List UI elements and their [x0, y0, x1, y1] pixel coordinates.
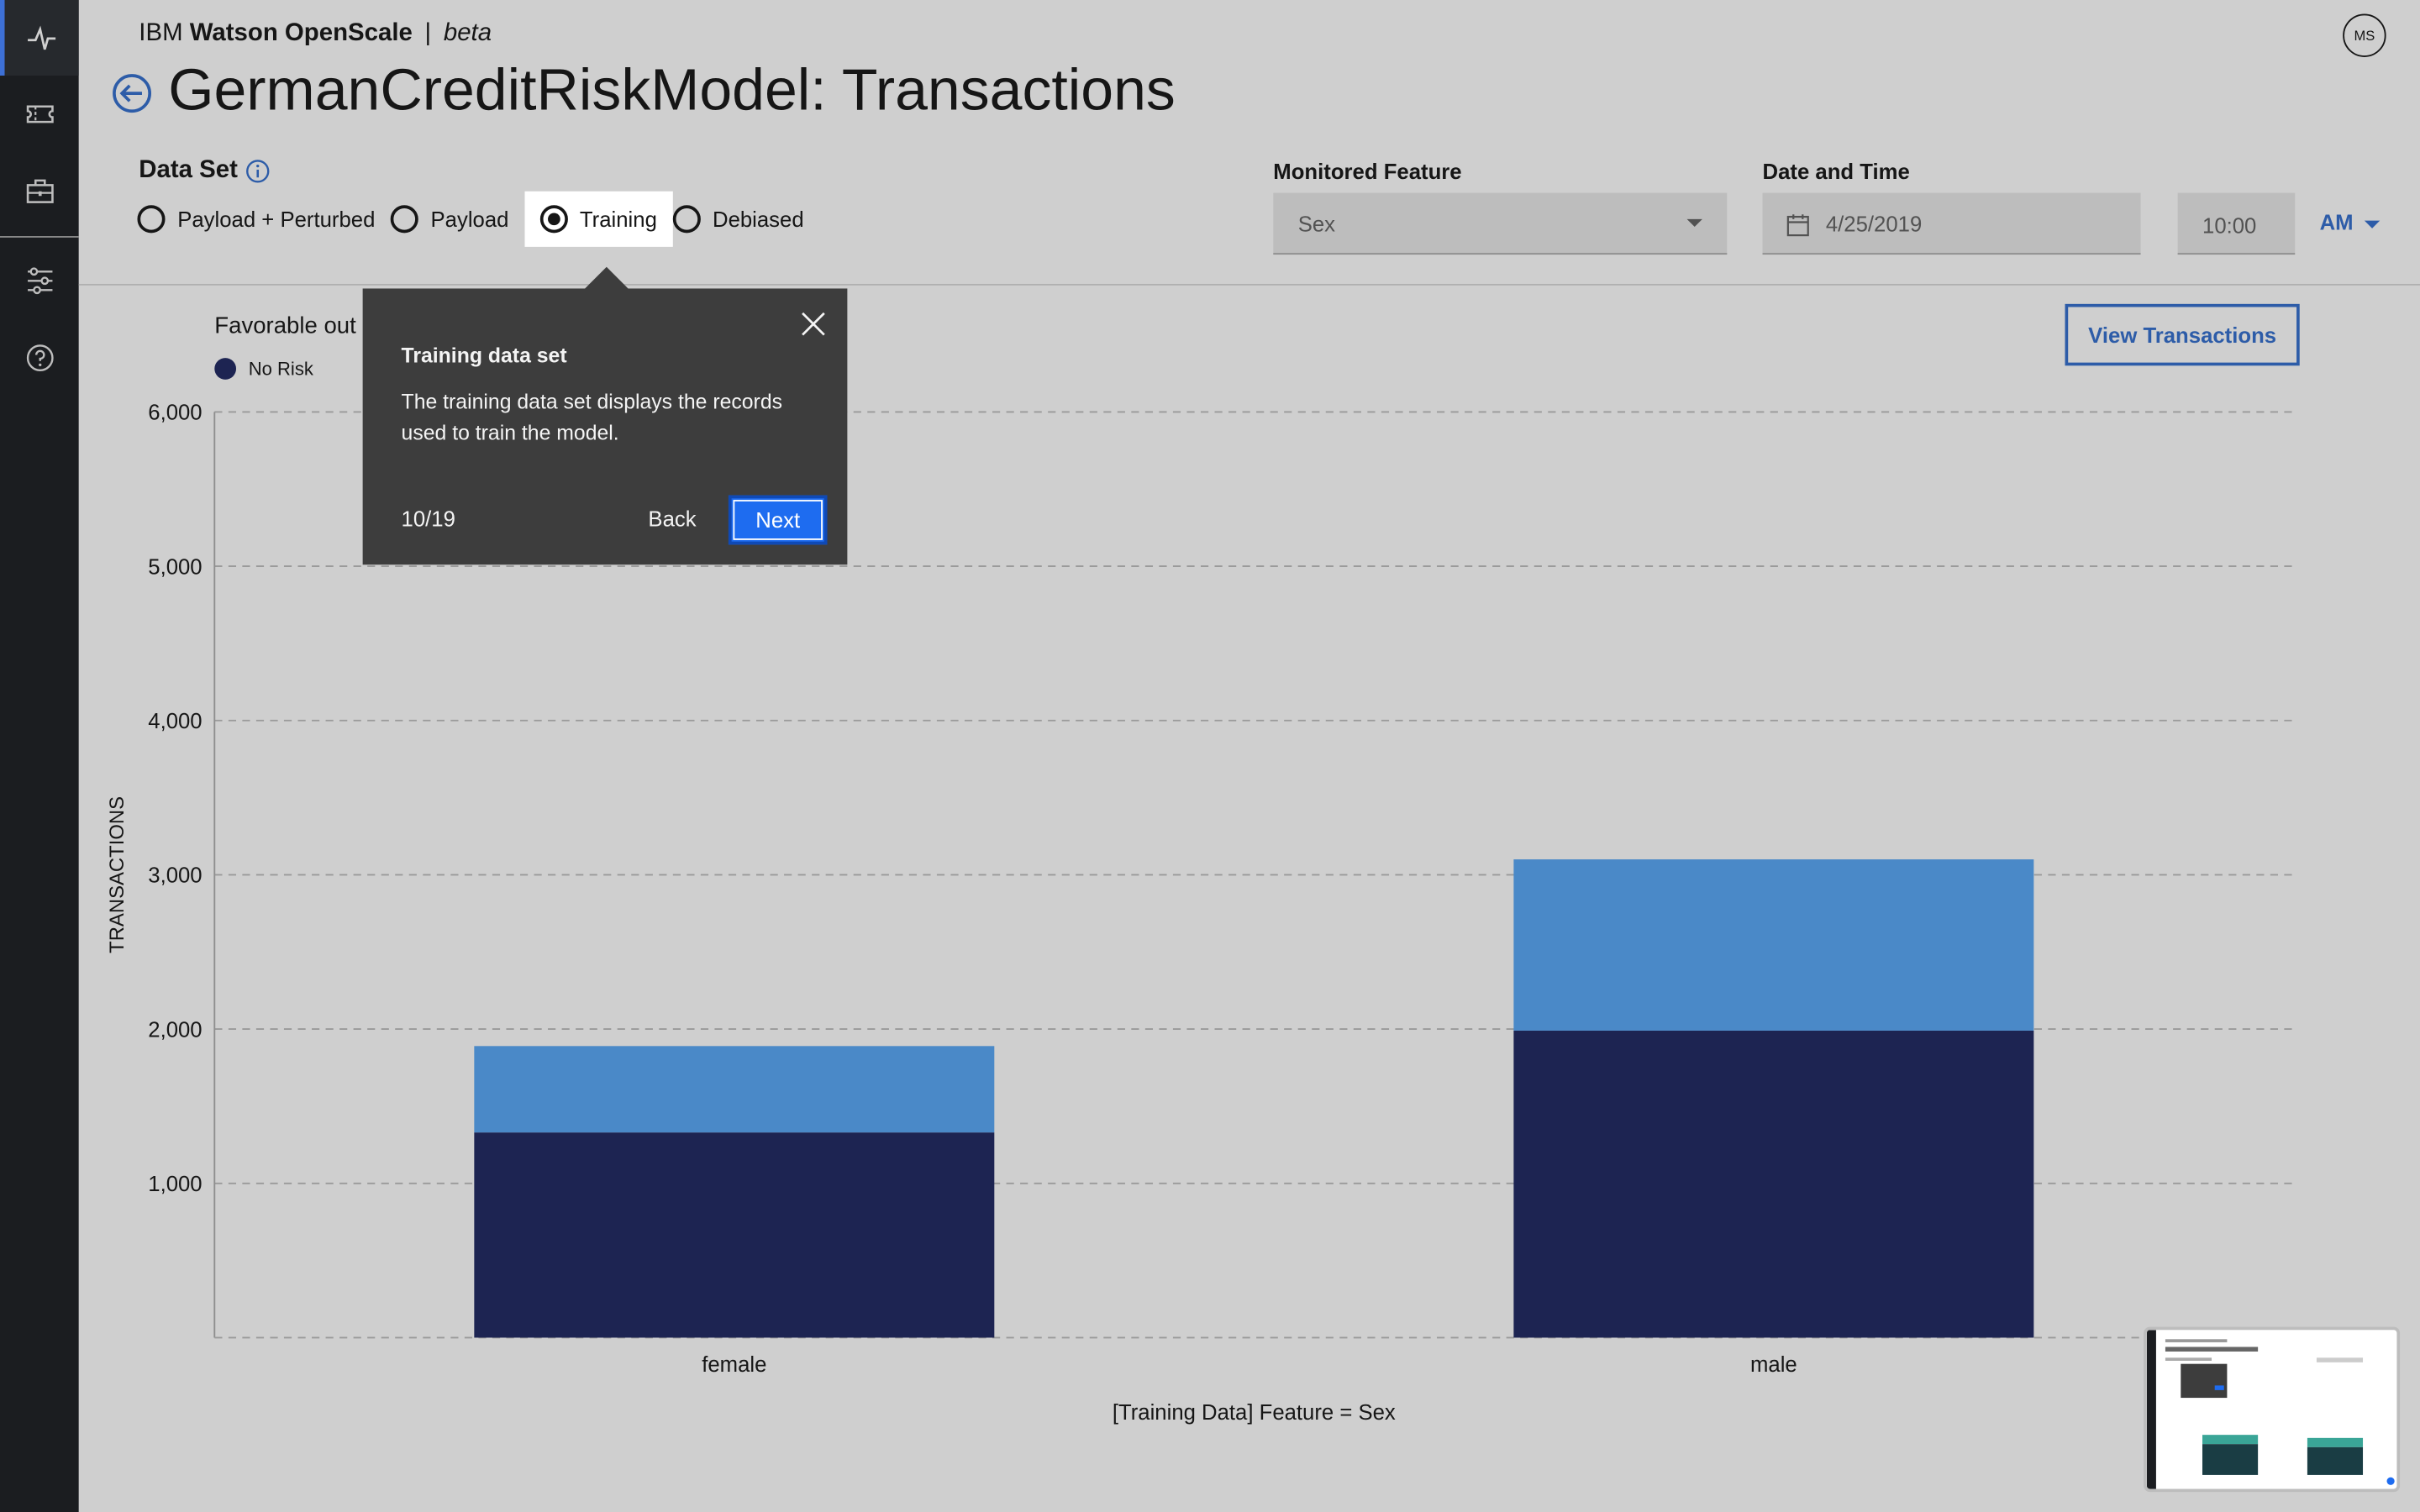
data-set-radio-group: Payload + Perturbed Payload Training Deb…: [137, 191, 819, 247]
page-title: GermanCreditRiskModel: Transactions: [168, 58, 1176, 123]
minimap-thumbnail[interactable]: [2144, 1326, 2401, 1493]
calendar-icon: [1786, 214, 1809, 237]
sidebar-divider: [0, 236, 79, 238]
radio-label: Training: [579, 207, 657, 232]
y-tick-label: 3,000: [148, 864, 202, 888]
product-label: Watson OpenScale: [189, 19, 413, 47]
tooltip-arrow: [585, 266, 629, 289]
data-set-label: Data Set: [139, 157, 238, 184]
sidebar-item-activity[interactable]: [0, 0, 79, 76]
tooltip-body: The training data set displays the recor…: [401, 390, 783, 444]
y-tick-label: 2,000: [148, 1018, 202, 1042]
ampm-select[interactable]: AM: [2320, 210, 2380, 234]
back-arrow-icon[interactable]: [111, 72, 153, 114]
radio-debiased[interactable]: Debiased: [672, 192, 819, 247]
monitored-feature-select[interactable]: Sex: [1273, 192, 1728, 255]
radio-training[interactable]: Training: [523, 191, 673, 247]
settings-sliders-icon: [27, 266, 52, 294]
x-tick-label: female: [702, 1353, 766, 1377]
time-input[interactable]: 10:00: [2177, 192, 2296, 255]
transactions-chart: 1,000 2,000 3,000 4,000 5,000 6,000 TRANSACTIO…: [106, 402, 2294, 1425]
header-divider: [78, 283, 2420, 286]
activity-icon: [28, 24, 56, 50]
sidebar-item-briefcase[interactable]: [0, 153, 79, 228]
date-time-label: Date and Time: [1762, 159, 1910, 184]
bar-female-series-0: [474, 1132, 995, 1338]
avatar-initials: MS: [2354, 28, 2375, 44]
bar-female-series-1: [474, 1046, 995, 1133]
ticket-icon: [25, 104, 53, 123]
sidebar-item-help[interactable]: [0, 319, 79, 395]
y-tick-label: 1,000: [148, 1173, 202, 1196]
radio-circle: [390, 205, 418, 234]
select-value: Sex: [1297, 211, 1336, 237]
avatar[interactable]: MS: [2343, 13, 2386, 57]
info-icon[interactable]: [245, 159, 270, 183]
date-value: 4/25/2019: [1825, 211, 1923, 237]
tour-tooltip: Training data set The training data set …: [362, 266, 848, 565]
chevron-down-icon: [2364, 220, 2380, 228]
view-transactions-button[interactable]: View Transactions: [2065, 303, 2300, 366]
x-axis-label: [Training Data] Feature = Sex: [1113, 1401, 1396, 1425]
brand-label: IBM: [139, 19, 183, 47]
y-axis-label: TRANSACTIONS: [106, 796, 129, 953]
radio-label: Payload + Perturbed: [177, 207, 376, 232]
tooltip-next-button[interactable]: Next: [728, 495, 828, 545]
chart-title: Favorable out: [214, 312, 356, 340]
beta-label: beta: [443, 19, 492, 47]
product-name: IBM Watson OpenScale | beta: [139, 20, 492, 48]
side-nav: [0, 0, 79, 1512]
header-separator: |: [424, 19, 432, 47]
radio-circle: [137, 205, 166, 234]
ampm-value: AM: [2319, 209, 2354, 235]
minimap-preview: [2146, 1330, 2395, 1489]
chart-legend: No Risk: [214, 358, 313, 380]
sidebar-item-configure[interactable]: [0, 242, 79, 318]
time-value: 10:00: [2202, 213, 2257, 238]
radio-label: Payload: [430, 207, 509, 232]
radio-label: Debiased: [712, 207, 804, 232]
legend-swatch-no-risk: [214, 358, 237, 380]
chevron-down-icon: [1686, 218, 1702, 227]
bar-male-series-1: [1513, 859, 2034, 1031]
y-tick-label: 6,000: [148, 402, 202, 425]
radio-payload-perturbed[interactable]: Payload + Perturbed: [137, 192, 390, 247]
radio-circle-checked: [539, 205, 568, 234]
help-icon: [25, 344, 53, 371]
briefcase-icon: [25, 178, 53, 202]
bar-male-series-0: [1513, 1030, 2034, 1338]
tooltip-step-counter: 10/19: [401, 506, 455, 531]
tooltip-title: Training data set: [401, 344, 567, 368]
y-tick-label: 4,000: [148, 710, 202, 733]
date-input[interactable]: 4/25/2019: [1762, 192, 2141, 255]
close-icon[interactable]: [798, 308, 829, 339]
tooltip-back-button[interactable]: Back: [648, 506, 697, 531]
legend-label-no-risk: No Risk: [248, 358, 313, 380]
sidebar-item-tickets[interactable]: [0, 76, 79, 151]
monitored-feature-label: Monitored Feature: [1273, 159, 1462, 184]
x-tick-label: male: [1750, 1353, 1797, 1377]
y-tick-label: 5,000: [148, 555, 202, 579]
radio-payload[interactable]: Payload: [390, 192, 524, 247]
radio-circle: [672, 205, 701, 234]
